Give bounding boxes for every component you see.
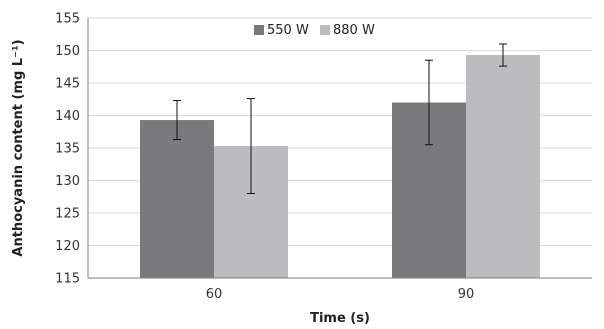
legend-swatch bbox=[254, 25, 264, 35]
y-tick-label: 130 bbox=[55, 174, 80, 189]
x-tick-label: 60 bbox=[206, 287, 223, 302]
y-tick-label: 150 bbox=[55, 44, 80, 59]
y-tick-label: 155 bbox=[55, 12, 80, 27]
y-tick-label: 140 bbox=[55, 109, 80, 124]
error-bar bbox=[499, 43, 507, 67]
legend-swatch bbox=[320, 25, 330, 35]
error-bar bbox=[247, 98, 255, 194]
error-bars-group bbox=[173, 43, 507, 194]
y-tick-label: 120 bbox=[55, 239, 80, 254]
bar-880w-90 bbox=[466, 55, 540, 278]
y-tick-label: 115 bbox=[55, 272, 80, 287]
legend-label: 880 W bbox=[333, 23, 375, 38]
y-axis-ticks: 115 120 125 130 135 140 145 150 155 bbox=[55, 12, 80, 287]
x-tick-label: 90 bbox=[458, 287, 475, 302]
bars-group bbox=[140, 55, 540, 278]
x-axis-title: Time (s) bbox=[310, 311, 370, 326]
y-tick-label: 145 bbox=[55, 77, 80, 92]
y-tick-label: 125 bbox=[55, 207, 80, 222]
y-tick-label: 135 bbox=[55, 142, 80, 157]
legend: 550 W 880 W bbox=[254, 23, 375, 38]
x-axis-ticks: 60 90 bbox=[206, 287, 475, 302]
legend-label: 550 W bbox=[267, 23, 309, 38]
error-bar bbox=[425, 59, 433, 146]
bar-550w-60 bbox=[140, 120, 214, 278]
error-bar bbox=[173, 100, 181, 141]
y-axis-title: Anthocyanin content (mg L⁻¹) bbox=[11, 39, 26, 256]
